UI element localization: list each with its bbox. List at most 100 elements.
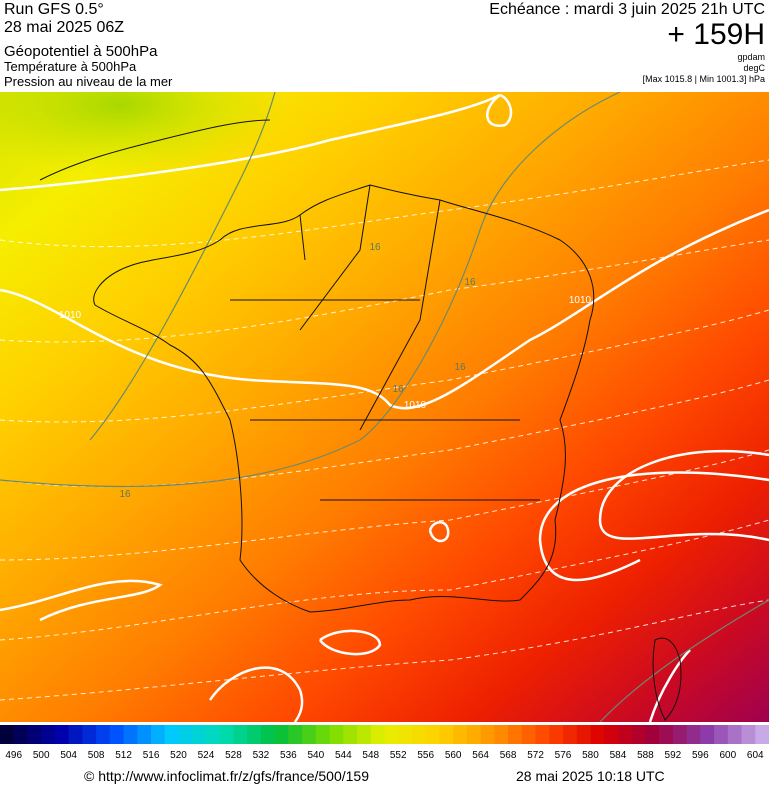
colorbar-swatch [535, 725, 550, 744]
contour-label: 1010 [59, 310, 82, 321]
isobars [0, 93, 769, 722]
colorbar-swatch [425, 725, 440, 744]
colorbar-swatch [645, 725, 660, 744]
colorbar-swatch [329, 725, 344, 744]
coastlines [39, 119, 682, 721]
colorbar-swatch [727, 725, 743, 744]
colorbar-swatch [508, 725, 523, 744]
colorbar-swatch [631, 725, 646, 744]
colorbar-swatch [13, 725, 28, 744]
colorbar-swatch [260, 725, 276, 744]
contour-label: 1010 [404, 400, 427, 411]
colorbar-label: 572 [527, 750, 544, 761]
colorbar-swatch [576, 725, 591, 744]
colorbar-label: 520 [170, 750, 187, 761]
colorbar-swatch [714, 725, 729, 744]
colorbar-swatch [288, 725, 303, 744]
pressure-range: [Max 1015.8 | Min 1001.3] hPa [643, 74, 765, 84]
run-date: 28 mai 2025 06Z [4, 19, 124, 36]
title: Géopotentiel à 500hPa [4, 43, 158, 60]
colorbar-label: 524 [198, 750, 215, 761]
unit: degC [743, 63, 765, 73]
colorbar-label: 580 [582, 750, 599, 761]
colorbar-swatch [604, 725, 619, 744]
subtitle: Température à 500hPa [4, 59, 137, 74]
isohypses [0, 92, 769, 722]
colorbar-label: 548 [362, 750, 379, 761]
colorbar-swatch [357, 725, 372, 744]
colorbar-swatch [439, 725, 454, 744]
colorbar-label: 532 [253, 750, 270, 761]
colorbar-swatch [192, 725, 207, 744]
colorbar-label: 528 [225, 750, 242, 761]
contour-label: 16 [464, 277, 476, 288]
lead-time: + 159H [667, 18, 765, 51]
colorbar-swatch [247, 725, 262, 744]
colorbar-swatch [453, 725, 468, 744]
colorbar-label: 584 [610, 750, 627, 761]
colorbar-label: 604 [747, 750, 764, 761]
map [0, 92, 769, 722]
colorbar-swatch [0, 725, 15, 744]
colorbar-label: 496 [5, 750, 22, 761]
field-patch [0, 92, 290, 175]
colorbar-swatch [411, 725, 427, 744]
colorbar-swatch [590, 725, 605, 744]
field [0, 92, 769, 722]
colorbar-label: 568 [500, 750, 517, 761]
colorbar-swatch [563, 725, 578, 744]
colorbar-swatch [315, 725, 331, 744]
colorbar-swatch [137, 725, 152, 744]
contour-label: 16 [392, 384, 404, 395]
colorbar-swatch [274, 725, 289, 744]
colorbar-swatch [494, 725, 509, 744]
colorbar-swatch [41, 725, 56, 744]
subtitle: Pression au niveau de la mer [4, 74, 173, 89]
colorbar-swatch [205, 725, 221, 744]
colorbar-label: 556 [417, 750, 434, 761]
colorbar-swatch [219, 725, 234, 744]
contour-label: 16 [119, 489, 131, 500]
source-url: © http://www.infoclimat.fr/z/gfs/france/… [84, 768, 369, 784]
colorbar-swatch [549, 725, 564, 744]
contour-label: 1010 [569, 295, 592, 306]
colorbar-swatch [700, 725, 715, 744]
colorbar-swatch [617, 725, 633, 744]
colorbar-swatch [398, 725, 413, 744]
run: Run GFS 0.5° [4, 1, 104, 18]
colorbar-label: 564 [472, 750, 489, 761]
colorbar-swatch [302, 725, 317, 744]
colorbar-swatch [164, 725, 180, 744]
colorbar-swatch [178, 725, 193, 744]
colorbar-swatch [480, 725, 495, 744]
colorbar-swatch [109, 725, 125, 744]
contour-label: 16 [369, 242, 381, 253]
colorbar-label: 544 [335, 750, 352, 761]
isotherms [0, 159, 769, 701]
colorbar-swatch [68, 725, 83, 744]
colorbar-label: 588 [637, 750, 654, 761]
colorbar-swatch [82, 725, 97, 744]
colorbar-label: 600 [719, 750, 736, 761]
colorbar-label: 552 [390, 750, 407, 761]
colorbar-swatch [123, 725, 138, 744]
timestamp: 28 mai 2025 10:18 UTC [516, 768, 665, 784]
colorbar-label: 516 [143, 750, 160, 761]
colorbar-swatch [54, 725, 70, 744]
colorbar-label: 540 [307, 750, 324, 761]
colorbar-swatch [755, 725, 769, 744]
colorbar-swatch [466, 725, 482, 744]
valid-time: Echéance : mardi 3 juin 2025 21h UTC [489, 1, 765, 18]
colorbar-swatch [233, 725, 248, 744]
colorbar-swatch [370, 725, 385, 744]
colorbar-swatch [384, 725, 399, 744]
colorbar-swatch [521, 725, 537, 744]
colorbar-label: 592 [665, 750, 682, 761]
colorbar-label: 500 [33, 750, 50, 761]
colorbar-label: 508 [88, 750, 105, 761]
colorbar-swatch [343, 725, 358, 744]
contour-label: 16 [454, 362, 466, 373]
unit: gpdam [737, 52, 765, 62]
